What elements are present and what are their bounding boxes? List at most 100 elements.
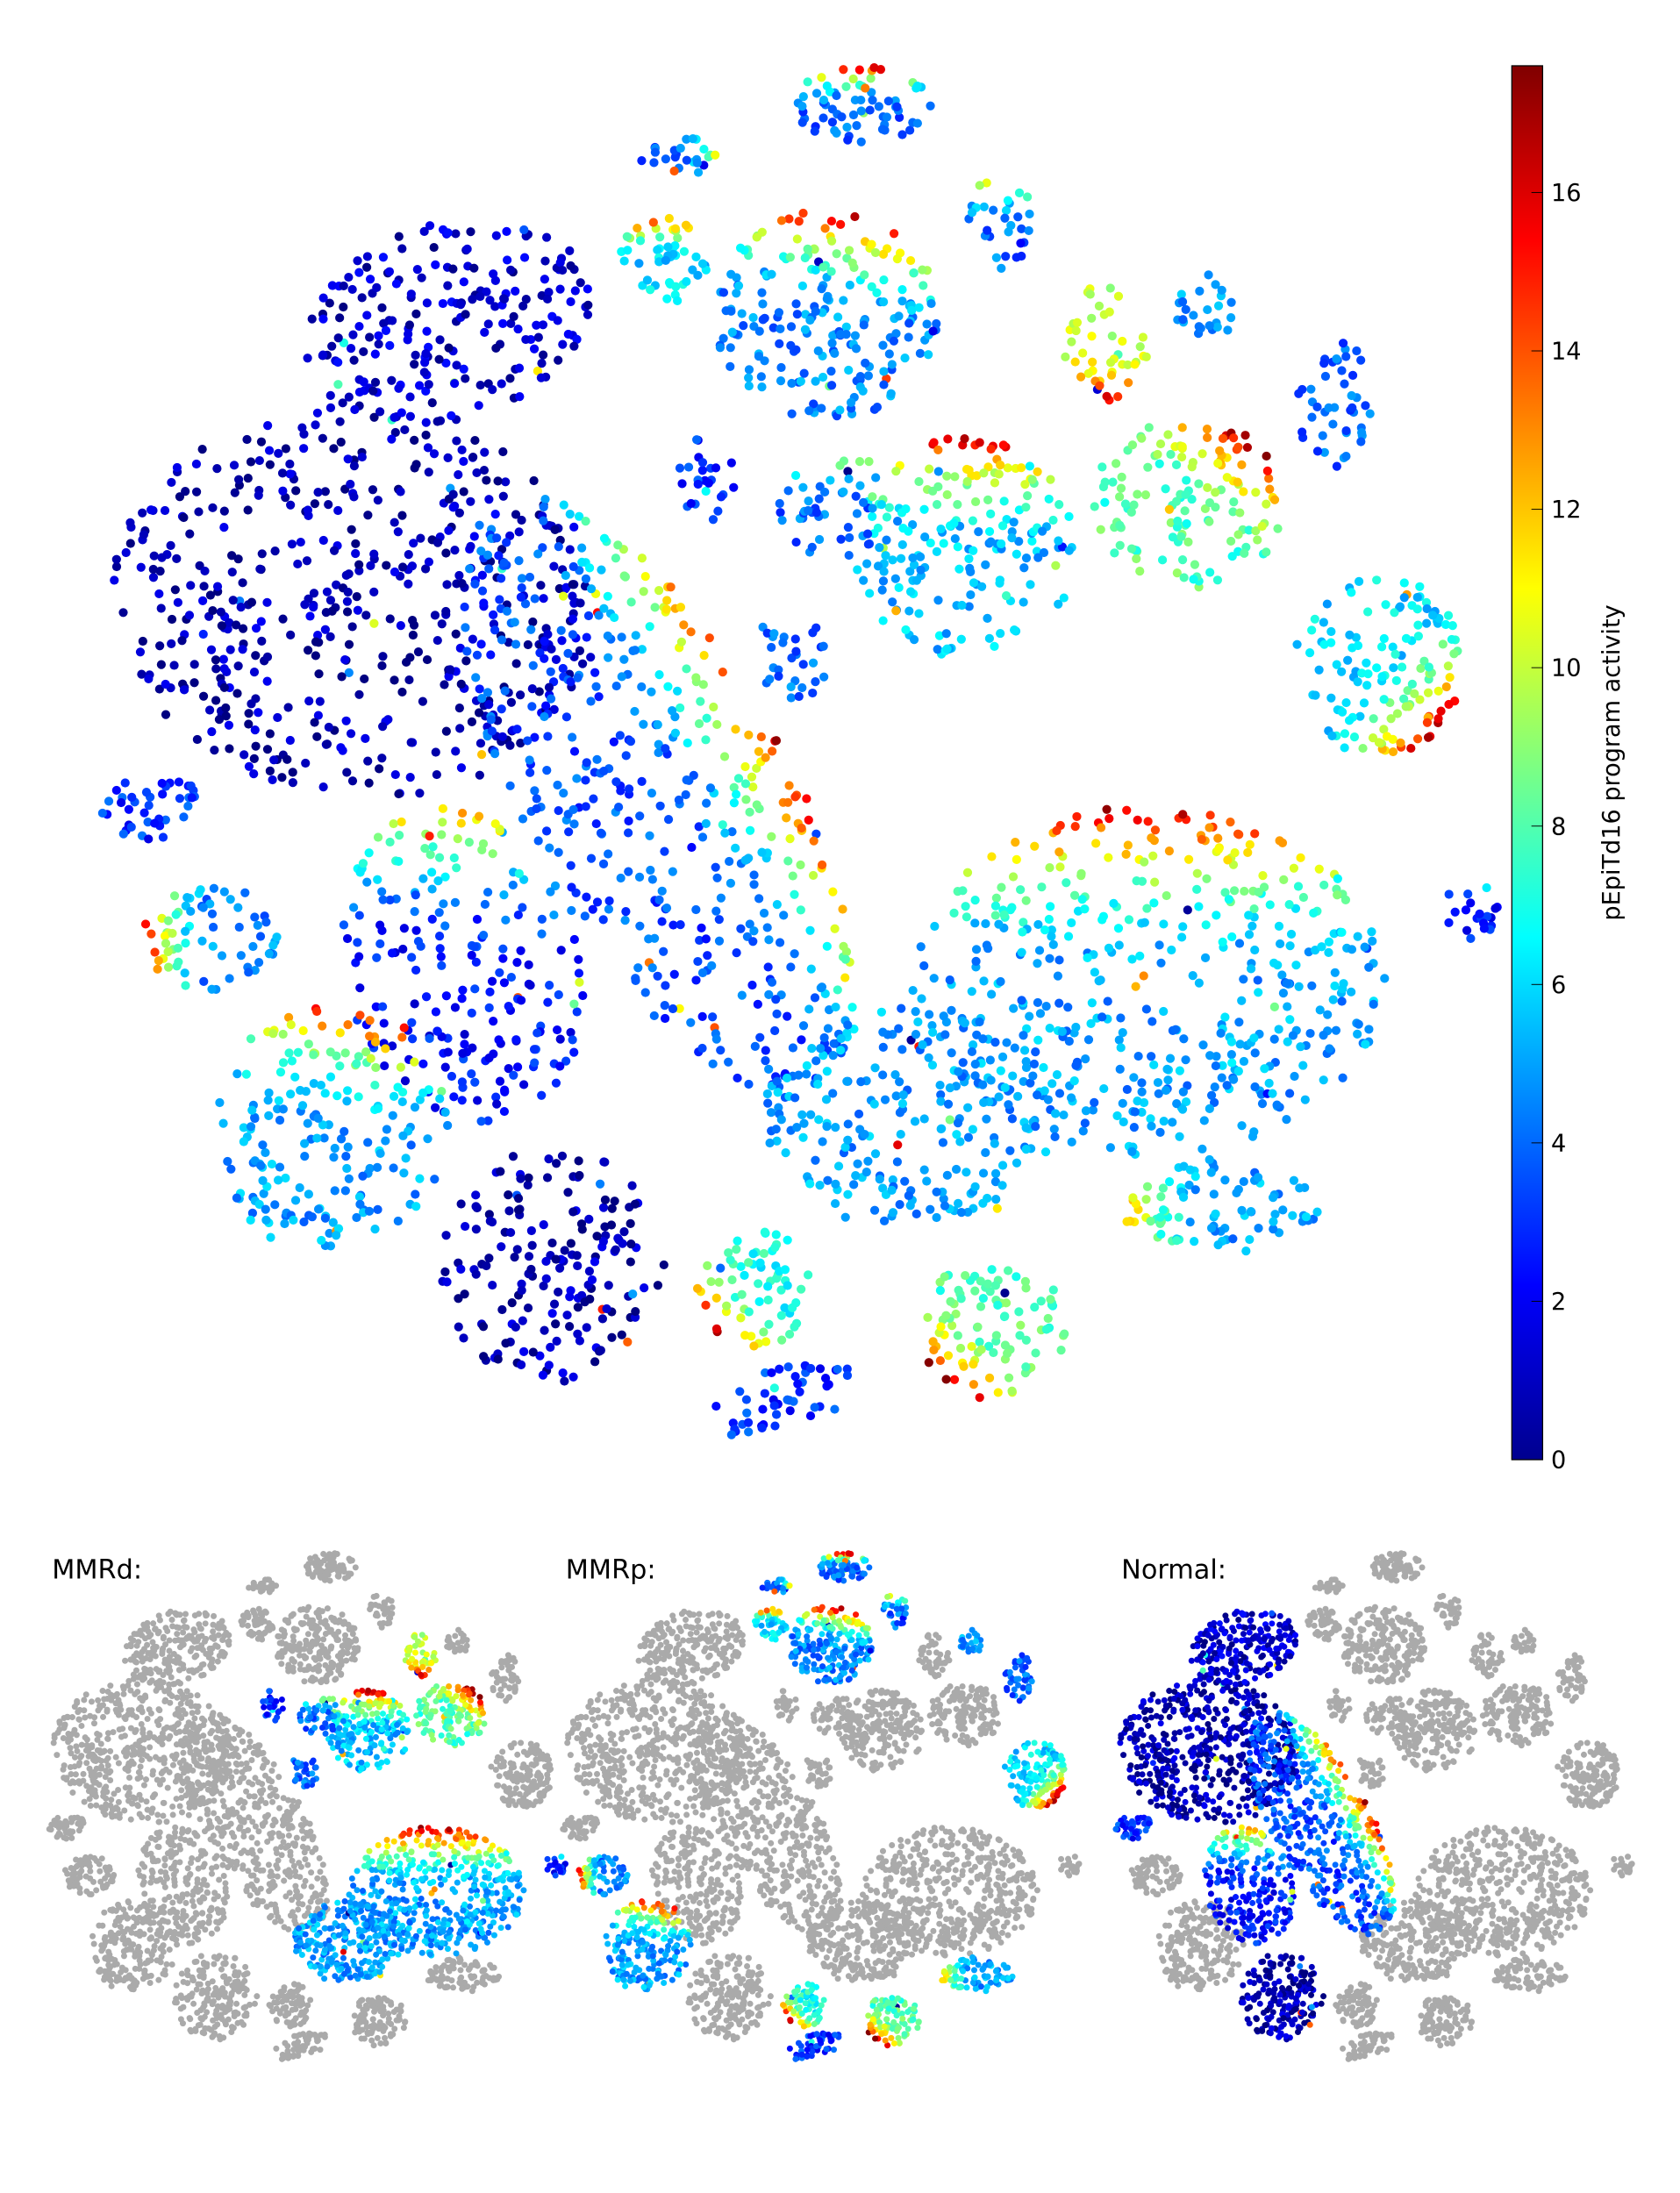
point	[843, 1135, 853, 1145]
point	[650, 933, 660, 943]
point	[163, 1818, 170, 1825]
point	[130, 1794, 137, 1801]
point	[940, 1201, 950, 1211]
point	[355, 1011, 365, 1020]
point	[470, 579, 480, 589]
point	[325, 1047, 335, 1057]
point	[1016, 885, 1026, 895]
point	[181, 487, 190, 496]
point	[479, 1352, 489, 1361]
point	[1098, 911, 1109, 921]
point	[783, 797, 793, 807]
point	[261, 1215, 271, 1225]
point	[280, 1218, 290, 1229]
point	[516, 739, 525, 748]
point	[674, 795, 683, 805]
point	[352, 1212, 361, 1223]
point	[704, 478, 713, 488]
point	[970, 1182, 980, 1192]
point	[1246, 964, 1256, 974]
point	[1051, 561, 1061, 570]
point	[905, 255, 916, 266]
point	[1372, 663, 1382, 673]
point	[473, 1096, 483, 1105]
point	[754, 352, 764, 361]
point	[494, 1035, 504, 1045]
point	[1076, 868, 1086, 878]
point	[754, 1279, 763, 1289]
point	[206, 1645, 213, 1652]
point	[533, 836, 543, 846]
point	[246, 1731, 253, 1739]
point	[318, 535, 328, 546]
point	[933, 645, 942, 654]
point	[771, 1125, 781, 1134]
point	[353, 256, 362, 266]
point	[485, 1216, 495, 1226]
point	[429, 449, 440, 459]
point	[397, 562, 408, 572]
point	[76, 1706, 83, 1713]
point	[250, 725, 260, 735]
point	[161, 815, 170, 825]
point	[377, 754, 387, 763]
point	[174, 777, 184, 787]
point	[990, 1281, 1001, 1290]
point	[1105, 1143, 1115, 1153]
point	[575, 511, 584, 521]
point	[234, 922, 244, 932]
point	[256, 437, 267, 446]
point	[895, 112, 904, 122]
point	[166, 1681, 173, 1688]
point	[411, 1202, 421, 1211]
point	[285, 459, 295, 469]
point	[776, 508, 785, 518]
point	[822, 81, 832, 91]
point	[1181, 489, 1190, 499]
point	[327, 281, 337, 290]
point	[781, 1148, 790, 1158]
point	[1109, 898, 1119, 908]
point	[811, 89, 822, 98]
point	[1102, 391, 1112, 401]
point	[342, 768, 352, 777]
point	[929, 1345, 939, 1355]
point	[808, 870, 819, 881]
point	[149, 1805, 156, 1812]
point	[312, 732, 322, 741]
point	[239, 1123, 248, 1132]
point	[317, 1235, 326, 1246]
point	[202, 1610, 209, 1617]
point	[813, 1079, 823, 1089]
point	[791, 646, 801, 656]
point	[431, 260, 440, 269]
point	[425, 1033, 434, 1044]
point	[591, 818, 601, 829]
point	[544, 288, 554, 297]
point	[450, 897, 461, 907]
point	[1087, 313, 1097, 323]
point	[497, 1304, 507, 1315]
point	[1258, 870, 1268, 881]
point	[818, 1137, 827, 1147]
point	[810, 126, 819, 136]
point	[784, 781, 794, 790]
point	[301, 1086, 311, 1096]
point	[1202, 874, 1212, 883]
point	[208, 941, 218, 951]
point	[1127, 1147, 1137, 1156]
point	[121, 1732, 128, 1739]
point	[1205, 517, 1214, 526]
point	[199, 976, 209, 986]
point	[984, 1373, 995, 1382]
point	[1180, 506, 1190, 516]
point	[61, 1762, 68, 1769]
point	[1312, 1207, 1322, 1217]
point	[197, 445, 207, 454]
point	[880, 1095, 890, 1104]
point	[169, 1811, 176, 1818]
point	[766, 1108, 776, 1118]
point	[499, 889, 509, 900]
point	[1227, 932, 1237, 942]
point	[456, 818, 466, 828]
